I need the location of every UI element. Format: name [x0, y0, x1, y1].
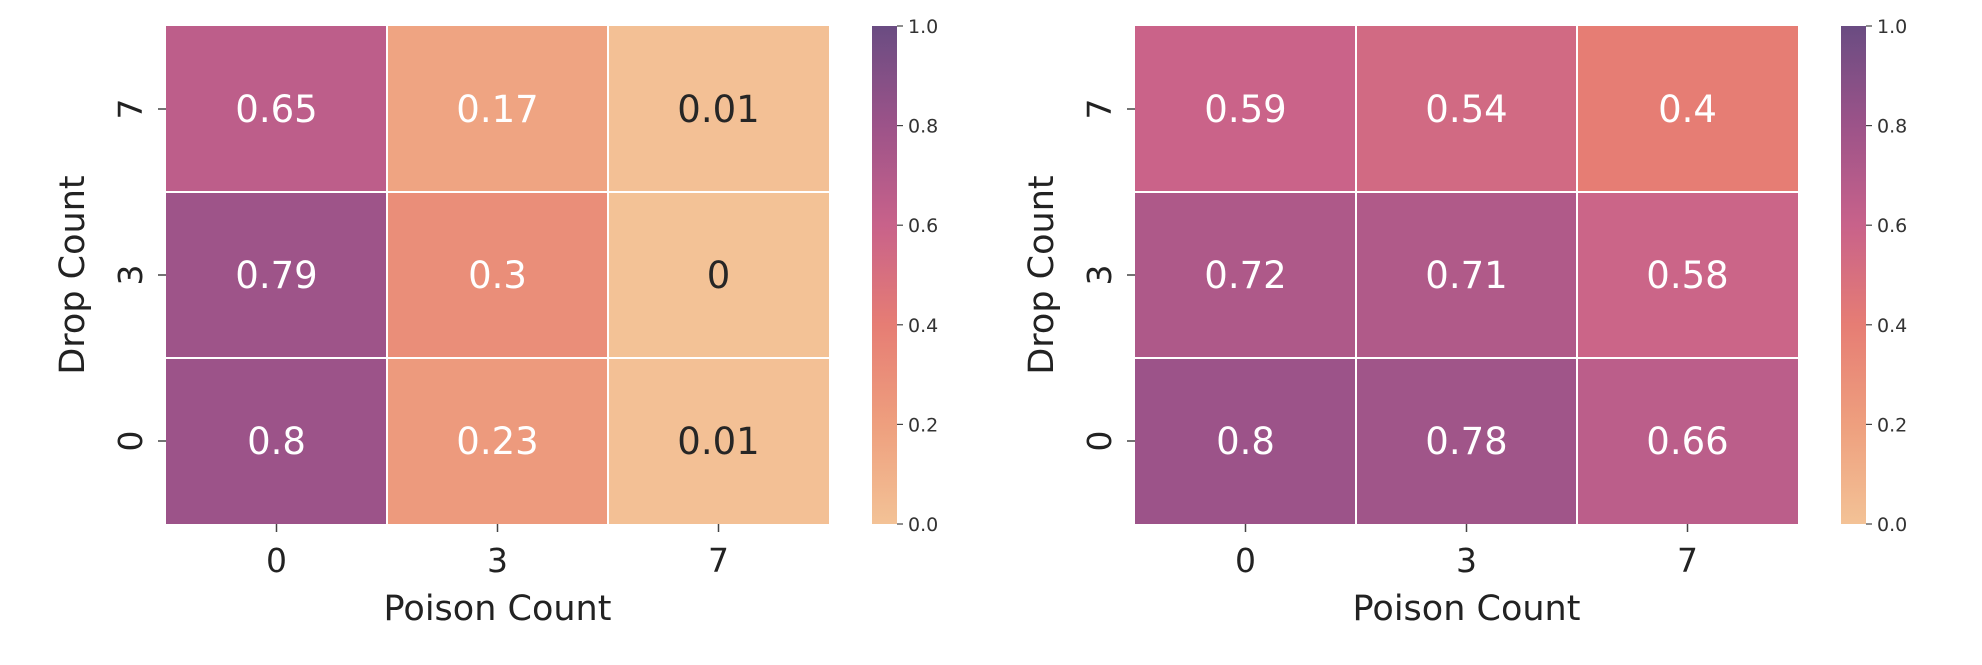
heatmap-cell	[608, 192, 829, 358]
colorbar	[872, 26, 897, 524]
cell-value-label: 0.8	[1216, 420, 1275, 463]
heatmap-cell	[387, 358, 608, 524]
colorbar-tick-label: 0.4	[1877, 315, 1907, 337]
colorbar-tick-label: 0.2	[1877, 414, 1907, 436]
heatmap-cell	[1577, 192, 1798, 358]
heatmap-cell	[1135, 358, 1356, 524]
colorbar-tick-label: 0.0	[908, 514, 938, 536]
x-tick-label: 0	[1235, 541, 1256, 580]
cell-value-label: 0.8	[247, 420, 306, 463]
cell-value-label: 0.79	[235, 254, 317, 297]
cell-value-label: 0.72	[1204, 254, 1286, 297]
heatmap-cell	[1356, 192, 1577, 358]
colorbar-tick-label: 1.0	[908, 16, 938, 38]
y-tick-label: 3	[111, 265, 150, 286]
y-tick-label: 0	[111, 431, 150, 452]
y-axis-label: Drop Count	[1022, 175, 1062, 374]
cell-value-label: 0.3	[468, 254, 527, 297]
colorbar-tick-label: 1.0	[1877, 16, 1907, 38]
cell-value-label: 0.54	[1425, 88, 1507, 131]
colorbar-tick-label: 0.8	[908, 116, 938, 138]
heatmap-panel-2: 0.59 0.54 0.4 0.72 0.71 0.58 0.8 0.78 0.66 0 3 7 7 3 0…	[1022, 16, 1907, 629]
cell-value-label: 0.65	[235, 88, 317, 131]
heatmap-cell	[608, 26, 829, 192]
cell-value-label: 0.58	[1646, 254, 1728, 297]
cell-value-label: 0.66	[1646, 420, 1728, 463]
colorbar-tick-label: 0.6	[908, 215, 938, 237]
cell-value-label: 0.17	[456, 88, 538, 131]
heatmap-cell	[166, 26, 387, 192]
y-tick-label: 0	[1080, 431, 1119, 452]
x-tick-label: 3	[487, 541, 508, 580]
x-tick-label: 0	[266, 541, 287, 580]
y-tick-label: 7	[1080, 99, 1119, 120]
heatmap-cell	[166, 358, 387, 524]
cell-value-label: 0.78	[1425, 420, 1507, 463]
heatmap-cell	[1356, 26, 1577, 192]
x-tick-label: 7	[1677, 541, 1698, 580]
x-tick-label: 3	[1456, 541, 1477, 580]
heatmap-panel-1: 0.65 0.17 0.01 0.79 0.3 0 0.8 0.23 0.01 0 3 7 7 3 0 Poi…	[53, 16, 938, 629]
cell-value-label: 0.71	[1425, 254, 1507, 297]
y-tick-label: 3	[1080, 265, 1119, 286]
colorbar	[1841, 26, 1866, 524]
colorbar-tick-label: 0.6	[1877, 215, 1907, 237]
heatmap-cell	[387, 26, 608, 192]
y-axis-label: Drop Count	[53, 175, 93, 374]
heatmap-cell	[608, 358, 829, 524]
heatmap-cell	[387, 192, 608, 358]
heatmap-cell	[166, 192, 387, 358]
x-axis-label: Poison Count	[384, 589, 612, 629]
heatmap-cell	[1356, 358, 1577, 524]
colorbar-tick-label: 0.2	[908, 414, 938, 436]
colorbar-tick-label: 0.8	[1877, 116, 1907, 138]
colorbar-tick-label: 0.4	[908, 315, 938, 337]
cell-value-label: 0.59	[1204, 88, 1286, 131]
cell-value-label: 0	[707, 254, 731, 297]
heatmap-cell	[1135, 26, 1356, 192]
heatmap-cell	[1577, 26, 1798, 192]
cell-value-label: 0.01	[677, 420, 759, 463]
cell-value-label: 0.01	[677, 88, 759, 131]
cell-value-label: 0.23	[456, 420, 538, 463]
y-tick-label: 7	[111, 99, 150, 120]
cell-value-label: 0.4	[1658, 88, 1717, 131]
x-tick-label: 7	[708, 541, 729, 580]
colorbar-tick-label: 0.0	[1877, 514, 1907, 536]
x-axis-label: Poison Count	[1353, 589, 1581, 629]
heatmap-cell	[1577, 358, 1798, 524]
heatmap-cell	[1135, 192, 1356, 358]
